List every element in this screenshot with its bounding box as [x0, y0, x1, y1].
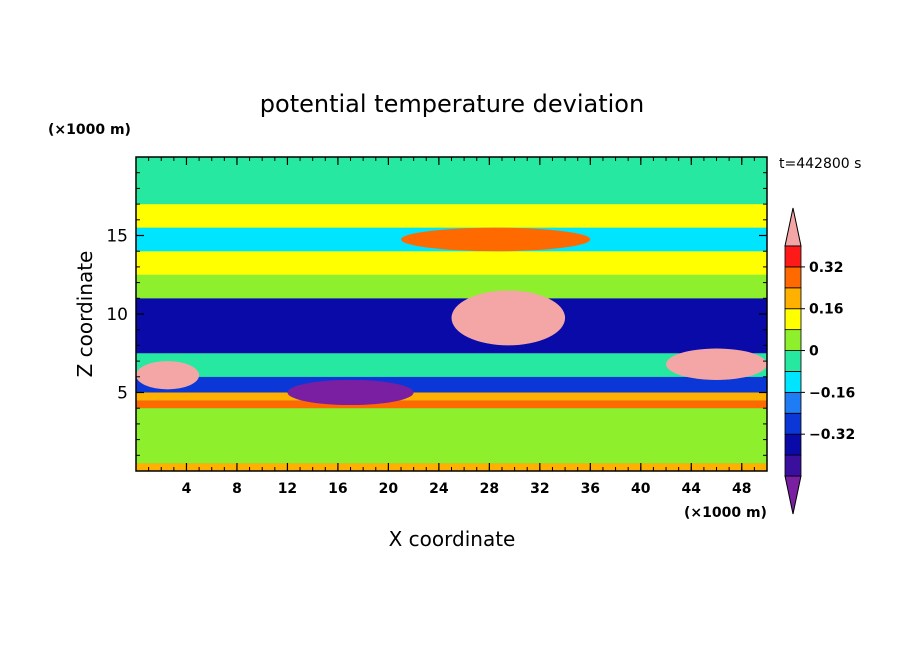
colorbar-tick-label: 0.32: [809, 260, 844, 276]
y-axis-label: Z coordinate: [73, 251, 97, 378]
colorbar-band-0: [784, 454, 802, 477]
y-unit-label: (×1000 m): [48, 122, 131, 138]
colorbar-band-5: [784, 350, 802, 372]
x-tick-label: 4: [182, 481, 192, 497]
chart-title: potential temperature deviation: [260, 90, 644, 118]
layer-band-4: [136, 376, 767, 393]
x-axis-label: X coordinate: [389, 527, 516, 551]
y-tick-label: 5: [117, 384, 128, 404]
layer-band-10: [136, 204, 767, 228]
feature-1: [136, 361, 200, 390]
x-tick-label: 12: [278, 481, 297, 497]
colorbar-tick-label: −0.32: [809, 427, 855, 443]
layer-band-6: [136, 298, 767, 354]
x-tick-label: 40: [631, 481, 651, 497]
y-tick-label: 15: [106, 227, 128, 247]
feature-2: [666, 348, 768, 380]
colorbar-band-2: [784, 412, 802, 435]
colorbar-bottom-extend: [784, 475, 802, 515]
x-tick-label: 8: [232, 481, 242, 497]
colorbar-band-3: [784, 391, 802, 414]
colorbar-band-1: [784, 433, 802, 456]
x-tick-label: 16: [328, 481, 347, 497]
x-tick-label: 48: [732, 481, 751, 497]
x-tick-label: 24: [429, 481, 449, 497]
colorbar-tick-label: −0.16: [809, 385, 855, 401]
colorbar-top-extend: [784, 207, 802, 247]
x-tick-label: 44: [682, 481, 702, 497]
colorbar-band-9: [784, 266, 802, 289]
colorbar-band-7: [784, 308, 802, 331]
layer-band-2: [136, 400, 767, 409]
x-tick-label: 36: [581, 481, 600, 497]
layer-band-7: [136, 274, 767, 299]
feature-0: [451, 290, 566, 346]
x-tick-label: 32: [530, 481, 549, 497]
layer-band-5: [136, 353, 767, 377]
x-unit-label: (×1000 m): [684, 505, 767, 521]
layer-band-1: [136, 408, 767, 464]
contour-field: [136, 157, 768, 471]
feature-4: [401, 227, 591, 252]
y-axis: 5 10 15: [106, 172, 767, 456]
x-tick-label: 20: [379, 481, 399, 497]
time-label: t=442800 s: [779, 156, 861, 172]
colorbar-band-8: [784, 287, 802, 310]
x-tick-label: 28: [480, 481, 499, 497]
layer-band-11: [136, 157, 767, 205]
colorbar-band-10: [784, 245, 802, 268]
feature-3: [287, 379, 414, 406]
layer-band-8: [136, 251, 767, 275]
colorbar-band-6: [784, 329, 802, 351]
colorbar-band-4: [784, 371, 802, 393]
y-tick-label: 10: [106, 305, 128, 325]
x-axis: 4 8 12 16 20 24 28 32 36 40 44 48: [148, 157, 755, 497]
layer-band-3: [136, 392, 767, 401]
colorbar-tick-label: 0: [809, 344, 819, 360]
colorbar-tick-label: 0.16: [809, 302, 844, 318]
colorbar: 0.32 0.16 0 −0.16 −0.32: [784, 207, 855, 515]
